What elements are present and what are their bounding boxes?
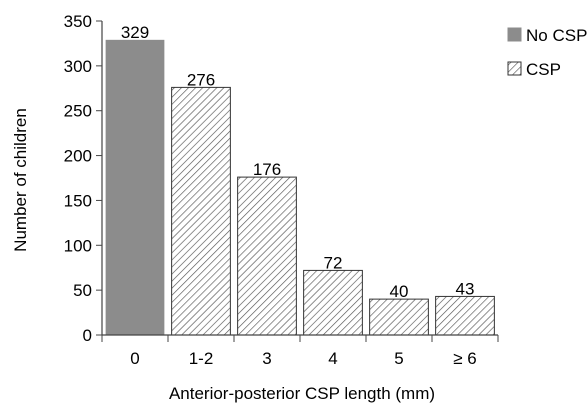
y-tick-label: 150 [64, 191, 92, 210]
y-tick-label: 50 [73, 281, 92, 300]
y-tick-label: 250 [64, 102, 92, 121]
y-axis-title-group: Number of children [11, 108, 30, 252]
data-label-1: 276 [187, 70, 215, 89]
y-tick-label: 0 [83, 326, 92, 345]
x-axis-ticks: 0 1-2 3 4 5 ≥ 6 [101, 335, 499, 368]
x-tick-label-2: 3 [262, 349, 271, 368]
legend-label-csp: CSP [526, 60, 561, 79]
x-axis-title: Anterior-posterior CSP length (mm) [169, 384, 435, 403]
bar-2 [237, 176, 297, 336]
bar-1 [171, 86, 231, 336]
axes [101, 21, 498, 336]
y-tick-label: 300 [64, 57, 92, 76]
y-tick-label: 100 [64, 236, 92, 255]
y-tick-label: 350 [64, 12, 92, 31]
y-axis-title: Number of children [11, 108, 30, 252]
x-tick-label-1: 1-2 [189, 349, 214, 368]
data-label-4: 40 [390, 282, 409, 301]
bars [105, 39, 495, 336]
bar-0 [105, 39, 165, 336]
bar-5 [435, 295, 495, 336]
bar-4 [369, 298, 429, 336]
x-tick-label-3: 4 [328, 349, 337, 368]
data-labels: 329 276 176 72 40 43 [121, 23, 475, 301]
legend: No CSP CSP [507, 26, 587, 79]
legend-swatch-no-csp [507, 27, 522, 42]
legend-swatch-csp [507, 61, 522, 76]
x-tick-label-0: 0 [130, 349, 139, 368]
x-tick-label-5: ≥ 6 [453, 349, 477, 368]
y-tick-label: 200 [64, 147, 92, 166]
bar-3 [303, 269, 363, 336]
data-label-5: 43 [456, 279, 475, 298]
legend-label-no-csp: No CSP [526, 26, 587, 45]
y-axis-ticks: 0 50 100 150 200 250 300 350 [64, 12, 102, 345]
data-label-2: 176 [253, 160, 281, 179]
x-tick-label-4: 5 [394, 349, 403, 368]
data-label-3: 72 [324, 253, 343, 272]
data-label-0: 329 [121, 23, 149, 42]
